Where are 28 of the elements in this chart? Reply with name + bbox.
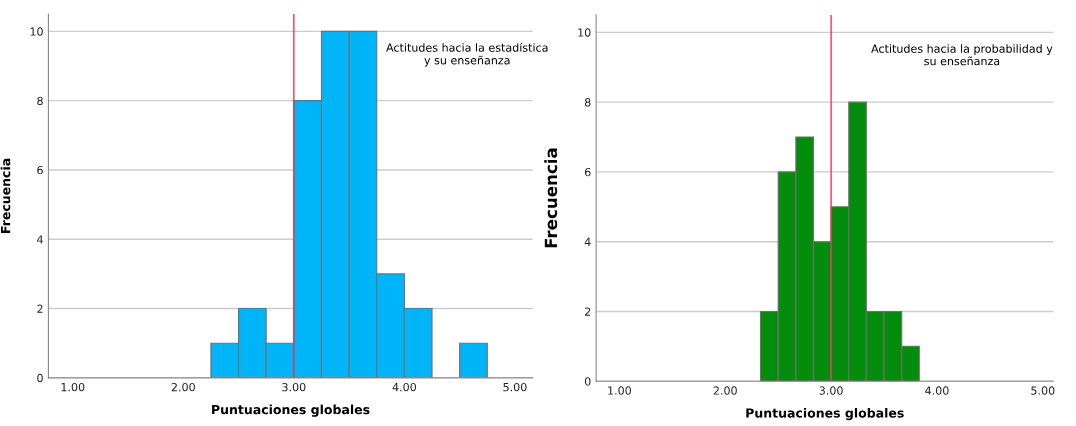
x-axis-title: Puntuaciones globales (212, 404, 370, 417)
y-tick-label: 0 (37, 373, 43, 383)
y-tick-label: 2 (584, 307, 591, 316)
y-tick-label: 0 (584, 377, 591, 386)
y-tick-label: 4 (37, 235, 43, 244)
x-tick-label: 2.00 (171, 382, 195, 392)
x-axis-title: Puntuaciones globales (746, 408, 904, 421)
x-tick-label: 4.00 (392, 382, 417, 392)
x-tick-label: 5.00 (1031, 386, 1055, 395)
y-tick-label: 10 (30, 27, 43, 36)
y-tick-label: 2 (37, 304, 43, 313)
annotation: Actitudes hacia la estadística y su enseñanza (386, 42, 548, 67)
x-tick-label: 1.00 (61, 382, 85, 392)
y-axis-title: Frecuencia (0, 158, 11, 233)
x-tick-label: 3.00 (819, 386, 843, 395)
annotation: Actitudes hacia la probabilidad y su enseñanza (871, 44, 1053, 66)
y-tick-label: 8 (37, 96, 43, 106)
y-tick-label: 6 (37, 165, 43, 175)
y-axis-title: Frecuencia (544, 148, 558, 248)
x-tick-label: 4.00 (925, 386, 949, 395)
y-tick-label: 4 (584, 237, 591, 246)
y-tick-label: 8 (584, 98, 591, 107)
x-tick-label: 1.00 (608, 386, 632, 395)
y-tick-label: 6 (584, 167, 591, 177)
x-tick-label: 2.00 (713, 386, 737, 395)
y-tick-label: 10 (578, 28, 591, 37)
x-tick-label: 5.00 (503, 382, 527, 392)
x-tick-label: 3.00 (282, 382, 306, 392)
